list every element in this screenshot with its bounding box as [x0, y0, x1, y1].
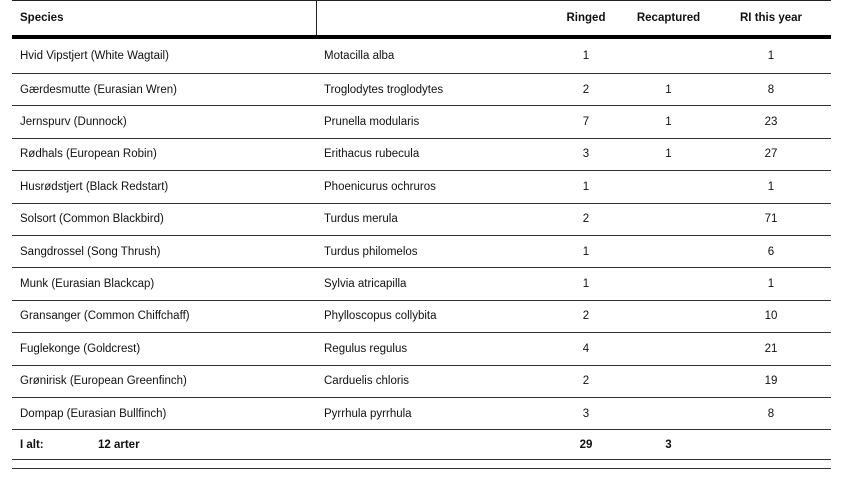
- species-table: Species Ringed Recaptured RI this year H…: [12, 0, 831, 461]
- ringed-count: 2: [546, 73, 626, 107]
- header-latin: [316, 0, 546, 37]
- species-name: Grønirisk (European Greenfinch): [12, 365, 316, 398]
- ringed-count: 1: [546, 37, 626, 74]
- ri-count: 10: [711, 300, 831, 334]
- ri-count: 19: [711, 365, 831, 398]
- header-row: Species Ringed Recaptured RI this year: [12, 0, 831, 37]
- total-label: I alt:: [20, 438, 44, 451]
- table-row: Husrødstjert (Black Redstart) Phoenicuru…: [12, 170, 831, 204]
- latin-name: Motacilla alba: [316, 37, 546, 74]
- ri-count: 23: [711, 105, 831, 139]
- header-species: Species: [12, 0, 317, 37]
- table-row: Dompap (Eurasian Bullfinch) Pyrrhula pyr…: [12, 397, 831, 431]
- header-ringed: Ringed: [546, 0, 626, 37]
- ringed-count: 2: [546, 300, 626, 334]
- ri-count: 8: [711, 397, 831, 431]
- table-row: Grønirisk (European Greenfinch) Cardueli…: [12, 365, 831, 398]
- species-name: Munk (Eurasian Blackcap): [12, 267, 316, 301]
- recaptured-count: [626, 365, 711, 398]
- table-row: Jernspurv (Dunnock) Prunella modularis 7…: [12, 105, 831, 139]
- recaptured-count: 1: [626, 105, 711, 139]
- recaptured-count: [626, 235, 711, 269]
- ri-count: 71: [711, 203, 831, 236]
- header-recaptured: Recaptured: [626, 0, 711, 37]
- latin-name: Phoenicurus ochruros: [316, 170, 546, 204]
- species-name: Gransanger (Common Chiffchaff): [12, 300, 316, 334]
- total-cell: I alt: 12 arter: [12, 429, 316, 461]
- ri-count: 21: [711, 332, 831, 366]
- ri-count: 8: [711, 73, 831, 107]
- total-ri: [711, 429, 831, 461]
- species-name: Jernspurv (Dunnock): [12, 105, 316, 139]
- recaptured-count: [626, 170, 711, 204]
- table-row: Munk (Eurasian Blackcap) Sylvia atricapi…: [12, 267, 831, 301]
- total-ringed: 29: [546, 429, 626, 461]
- ringed-count: 2: [546, 365, 626, 398]
- latin-name: Sylvia atricapilla: [316, 267, 546, 301]
- ringed-count: 4: [546, 332, 626, 366]
- species-name: Husrødstjert (Black Redstart): [12, 170, 316, 204]
- ringed-count: 1: [546, 170, 626, 204]
- species-rows: Hvid Vipstjert (White Wagtail) Motacilla…: [12, 37, 831, 431]
- total-row: I alt: 12 arter 29 3: [12, 429, 831, 461]
- recaptured-count: [626, 267, 711, 301]
- species-name: Dompap (Eurasian Bullfinch): [12, 397, 316, 431]
- recaptured-count: [626, 397, 711, 431]
- latin-name: Pyrrhula pyrrhula: [316, 397, 546, 431]
- recaptured-count: [626, 203, 711, 236]
- ri-count: 1: [711, 170, 831, 204]
- header-ri-this-year: RI this year: [711, 0, 831, 37]
- ringed-count: 1: [546, 235, 626, 269]
- recaptured-count: [626, 332, 711, 366]
- table-row: Rødhals (European Robin) Erithacus rubec…: [12, 138, 831, 172]
- ri-count: 1: [711, 267, 831, 301]
- recaptured-count: [626, 300, 711, 334]
- latin-name: Phylloscopus collybita: [316, 300, 546, 334]
- species-name: Solsort (Common Blackbird): [12, 203, 316, 236]
- ringed-count: 1: [546, 267, 626, 301]
- species-name: Hvid Vipstjert (White Wagtail): [12, 37, 316, 74]
- ri-count: 27: [711, 138, 831, 172]
- latin-name: Regulus regulus: [316, 332, 546, 366]
- latin-name: Troglodytes troglodytes: [316, 73, 546, 107]
- latin-name: Turdus philomelos: [316, 235, 546, 269]
- total-latin-empty: [316, 429, 546, 461]
- table-row: Gærdesmutte (Eurasian Wren) Troglodytes …: [12, 73, 831, 107]
- recaptured-count: 1: [626, 138, 711, 172]
- ringed-count: 3: [546, 138, 626, 172]
- table-row: Gransanger (Common Chiffchaff) Phyllosco…: [12, 300, 831, 334]
- ringing-results-sheet: Species Ringed Recaptured RI this year H…: [12, 0, 831, 461]
- latin-name: Prunella modularis: [316, 105, 546, 139]
- ringed-count: 3: [546, 397, 626, 431]
- table-row: Fuglekonge (Goldcrest) Regulus regulus 4…: [12, 332, 831, 366]
- recaptured-count: [626, 37, 711, 74]
- ri-count: 1: [711, 37, 831, 74]
- table-row: Hvid Vipstjert (White Wagtail) Motacilla…: [12, 37, 831, 74]
- bottom-divider: [12, 468, 831, 469]
- species-name: Sangdrossel (Song Thrush): [12, 235, 316, 269]
- ringed-count: 7: [546, 105, 626, 139]
- latin-name: Erithacus rubecula: [316, 138, 546, 172]
- table-row: Sangdrossel (Song Thrush) Turdus philome…: [12, 235, 831, 269]
- species-name: Rødhals (European Robin): [12, 138, 316, 172]
- species-name: Gærdesmutte (Eurasian Wren): [12, 73, 316, 107]
- recaptured-count: 1: [626, 73, 711, 107]
- total-species-count: 12 arter: [98, 438, 140, 451]
- latin-name: Carduelis chloris: [316, 365, 546, 398]
- ri-count: 6: [711, 235, 831, 269]
- table-row: Solsort (Common Blackbird) Turdus merula…: [12, 203, 831, 236]
- species-name: Fuglekonge (Goldcrest): [12, 332, 316, 366]
- ringed-count: 2: [546, 203, 626, 236]
- latin-name: Turdus merula: [316, 203, 546, 236]
- total-recaptured: 3: [626, 429, 711, 461]
